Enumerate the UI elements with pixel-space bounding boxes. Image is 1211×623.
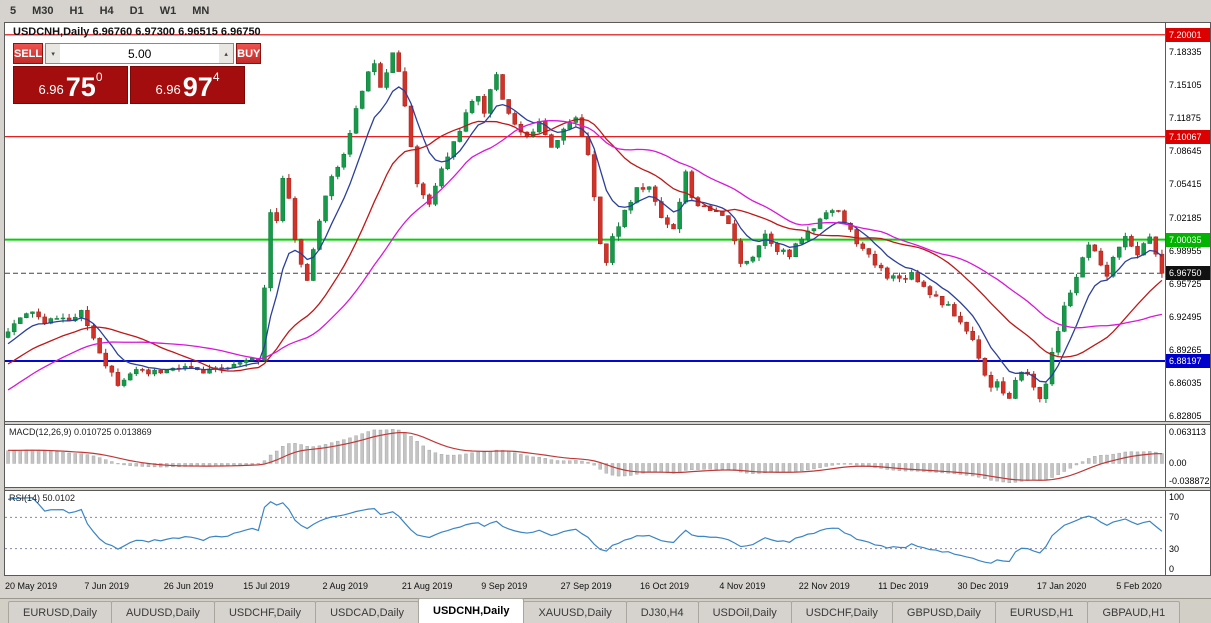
price-axis-label: 7.18335 — [1169, 46, 1202, 57]
rsi-label: RSI(14) 50.0102 — [9, 493, 76, 503]
date-axis-label: 22 Nov 2019 — [798, 581, 850, 591]
buy-button[interactable]: BUY — [236, 43, 262, 64]
date-axis-label: 4 Nov 2019 — [719, 581, 766, 591]
price-axis-label: 7.11875 — [1169, 113, 1201, 124]
price-level-badge: 7.00035 — [1166, 232, 1210, 247]
chart-tab[interactable]: GBPUSD,Daily — [891, 601, 996, 623]
timeframe-button-d1[interactable]: D1 — [129, 5, 144, 17]
volume-decrease-button[interactable]: ▾ — [46, 44, 61, 63]
macd-chart-svg — [6, 429, 1164, 483]
buy-price-display[interactable]: 6.96 97 4 — [130, 66, 245, 104]
chart-tab[interactable]: EURUSD,Daily — [8, 601, 112, 623]
date-axis-label: 7 Jun 2019 — [84, 581, 129, 591]
sell-price-pips: 75 — [65, 72, 96, 102]
date-axis-label: 30 Dec 2019 — [957, 581, 1009, 591]
price-axis-label: 7.08645 — [1169, 146, 1202, 157]
price-axis-label: 6.98955 — [1169, 245, 1202, 256]
rsi-axis-label: 30 — [1169, 543, 1180, 554]
chart-window: USDCNH,Daily 6.96760 6.97300 6.96515 6.9… — [4, 22, 1211, 576]
timeframe-button-w1[interactable]: W1 — [159, 5, 177, 17]
volume-control: ▾ ▴ — [45, 43, 235, 64]
date-axis-label: 16 Oct 2019 — [640, 581, 690, 591]
chart-tab[interactable]: USDOil,Daily — [697, 601, 792, 623]
buy-price-pipette: 4 — [212, 70, 220, 84]
price-axis-label: 6.92495 — [1169, 311, 1202, 322]
date-axis-label: 9 Sep 2019 — [481, 581, 528, 591]
sell-price-big-figure: 6.96 — [38, 82, 64, 97]
rsi-panel-resize-handle[interactable] — [5, 487, 1210, 491]
price-level-badge: 7.20001 — [1166, 27, 1210, 42]
price-axis-label: 7.02185 — [1169, 212, 1202, 223]
date-axis-label: 5 Feb 2020 — [1116, 581, 1162, 591]
date-axis-label: 20 May 2019 — [5, 581, 58, 591]
volume-increase-button[interactable]: ▴ — [219, 44, 234, 63]
price-axis-label: 6.95725 — [1169, 278, 1202, 289]
chart-tab[interactable]: USDCAD,Daily — [315, 601, 420, 623]
chart-tab[interactable]: USDCHF,Daily — [790, 601, 893, 623]
timeframe-toolbar: 5 M30 H1 H4 D1 W1 MN — [0, 0, 1211, 22]
price-level-badge: 7.10067 — [1166, 129, 1210, 144]
macd-axis-zero: 0.00 — [1169, 458, 1187, 469]
chart-tab[interactable]: EURUSD,H1 — [994, 601, 1089, 623]
macd-plot[interactable] — [5, 425, 1165, 487]
price-chart-panel: USDCNH,Daily 6.96760 6.97300 6.96515 6.9… — [5, 23, 1210, 421]
chart-ohlc-title: USDCNH,Daily 6.96760 6.97300 6.96515 6.9… — [13, 26, 261, 38]
price-axis-label: 6.82805 — [1169, 411, 1202, 421]
timeframe-button-h4[interactable]: H4 — [99, 5, 114, 17]
date-axis: 20 May 2019 7 Jun 2019 26 Jun 2019 15 Jul 2… — [4, 578, 1207, 596]
chart-tab[interactable]: USDCNH,Daily — [418, 598, 525, 623]
price-chart-plot[interactable] — [5, 23, 1165, 421]
sell-price-display[interactable]: 6.96 75 0 — [13, 66, 128, 104]
timeframe-button-5[interactable]: 5 — [10, 5, 17, 17]
rsi-axis-label: 100 — [1169, 492, 1185, 502]
macd-axis: 0.063113 0.00 -0.038872 — [1165, 425, 1210, 487]
macd-axis-bottom: -0.038872 — [1169, 476, 1210, 486]
price-axis-label: 7.05415 — [1169, 179, 1202, 190]
buy-price-big-figure: 6.96 — [155, 82, 181, 97]
date-axis-label: 26 Jun 2019 — [163, 581, 214, 591]
timeframe-button-m30[interactable]: M30 — [32, 5, 54, 17]
chart-tab[interactable]: AUDUSD,Daily — [110, 601, 215, 623]
rsi-indicator-panel: RSI(14) 50.0102 100 70 30 0 — [5, 491, 1210, 575]
chart-tab[interactable]: XAUUSD,Daily — [523, 601, 627, 623]
buy-price-pips: 97 — [182, 72, 213, 102]
timeframe-button-mn[interactable]: MN — [192, 5, 210, 17]
date-axis-label: 17 Jan 2020 — [1036, 581, 1087, 591]
macd-panel-resize-handle[interactable] — [5, 421, 1210, 425]
rsi-axis-label: 70 — [1169, 512, 1180, 523]
rsi-plot[interactable] — [5, 491, 1165, 575]
sell-price-pipette: 0 — [95, 70, 103, 84]
date-axis-label: 21 Aug 2019 — [401, 581, 453, 591]
date-axis-label: 2 Aug 2019 — [322, 581, 369, 591]
chart-tab[interactable]: DJ30,H4 — [625, 601, 699, 623]
candlestick-chart-svg — [5, 34, 1165, 403]
price-level-badge: 6.96750 — [1166, 266, 1210, 281]
macd-axis-top: 0.063113 — [1169, 427, 1206, 437]
timeframe-button-h1[interactable]: H1 — [69, 5, 84, 17]
volume-input[interactable] — [60, 44, 220, 63]
date-axis-label: 11 Dec 2019 — [878, 581, 929, 591]
chart-tab[interactable]: USDCHF,Daily — [213, 601, 317, 623]
rsi-chart-svg — [5, 497, 1165, 564]
one-click-trade-panel: SELL ▾ ▴ BUY 6.96 75 0 6.96 — [13, 43, 262, 104]
price-level-badge: 6.88197 — [1166, 354, 1210, 369]
rsi-axis-label: 0 — [1169, 564, 1175, 574]
sell-button[interactable]: SELL — [13, 43, 44, 64]
macd-label: MACD(12,26,9) 0.010725 0.013869 — [9, 427, 152, 437]
date-axis-label: 15 Jul 2019 — [243, 581, 290, 591]
chart-tab[interactable]: GBPAUD,H1 — [1087, 601, 1181, 623]
price-axis-label: 7.15105 — [1169, 80, 1202, 90]
date-axis-label: 27 Sep 2019 — [560, 581, 612, 591]
macd-indicator-panel: MACD(12,26,9) 0.010725 0.013869 0.063113… — [5, 425, 1210, 487]
rsi-axis: 100 70 30 0 — [1165, 491, 1210, 575]
price-axis: 7.18335 7.15105 7.11875 7.08645 7.05415 7.021… — [1165, 23, 1210, 421]
price-axis-label: 6.86035 — [1169, 378, 1202, 389]
chart-tab-bar: EURUSD,Daily AUDUSD,Daily USDCHF,Daily USDC… — [0, 598, 1211, 623]
price-axis-label: 6.89265 — [1169, 345, 1202, 356]
